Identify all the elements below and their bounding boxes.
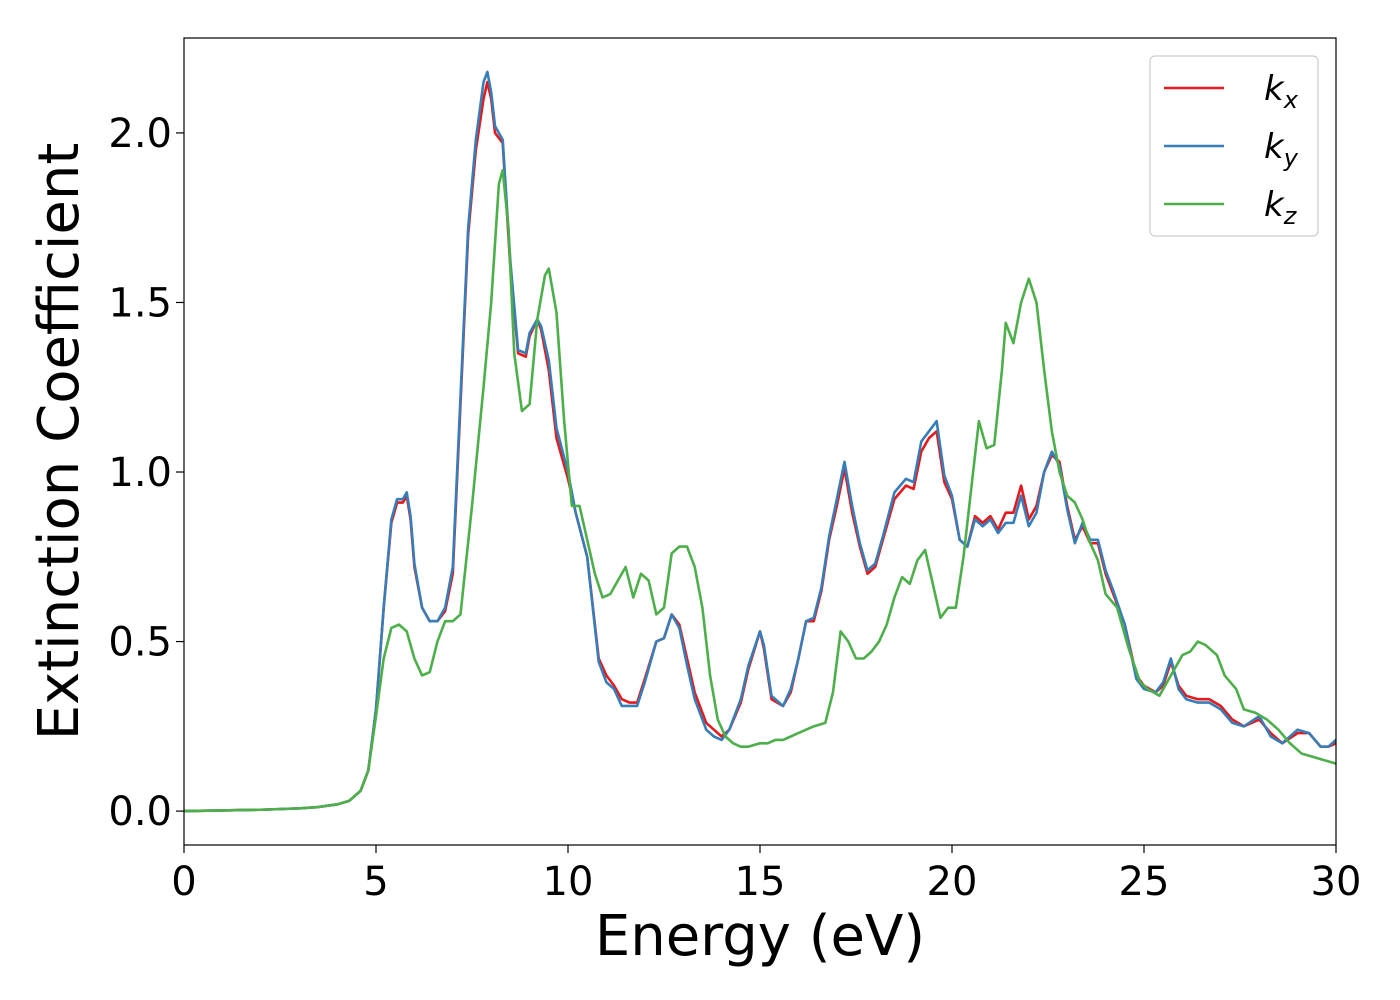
legend-item-kx: kx xyxy=(1164,69,1299,114)
legend-label-subscript: z xyxy=(1283,202,1298,230)
x-axis-title: Energy (eV) xyxy=(595,904,925,969)
legend-box xyxy=(1149,55,1319,237)
x-tick-label: 30 xyxy=(1311,859,1362,905)
legend-label-base: k xyxy=(1264,185,1285,225)
x-tick-label: 0 xyxy=(171,859,196,905)
legend-label-subscript: y xyxy=(1283,144,1299,172)
y-tick-label: 1.0 xyxy=(108,450,172,496)
x-tick-label: 15 xyxy=(735,859,786,905)
x-tick-label: 5 xyxy=(363,859,388,905)
legend-item-kz: kz xyxy=(1164,185,1298,230)
legend-item-ky: ky xyxy=(1164,127,1299,172)
y-axis-title: Extinction Coefficient xyxy=(27,143,92,741)
y-tick-label: 0.5 xyxy=(108,620,172,666)
series-layer xyxy=(184,70,1336,813)
legend-label: ky xyxy=(1264,127,1299,172)
x-tick-label: 25 xyxy=(1119,859,1170,905)
x-tick-label: 10 xyxy=(543,859,594,905)
series-line-kz xyxy=(184,168,1336,813)
y-tick-label: 0.0 xyxy=(108,789,172,835)
x-tick-label: 20 xyxy=(927,859,978,905)
y-tick-label: 1.5 xyxy=(108,280,172,326)
legend-label-base: k xyxy=(1264,69,1285,109)
x-axis: 0 5 10 15 20 25 30 xyxy=(171,845,1361,905)
series-line-ky xyxy=(184,70,1336,813)
legend-label-subscript: x xyxy=(1283,86,1299,114)
legend-label-base: k xyxy=(1264,127,1285,167)
y-axis: 0.0 0.5 1.0 1.5 2.0 xyxy=(108,111,184,835)
legend-label: kx xyxy=(1264,69,1299,114)
legend-label: kz xyxy=(1264,185,1298,230)
y-tick-label: 2.0 xyxy=(108,111,172,157)
